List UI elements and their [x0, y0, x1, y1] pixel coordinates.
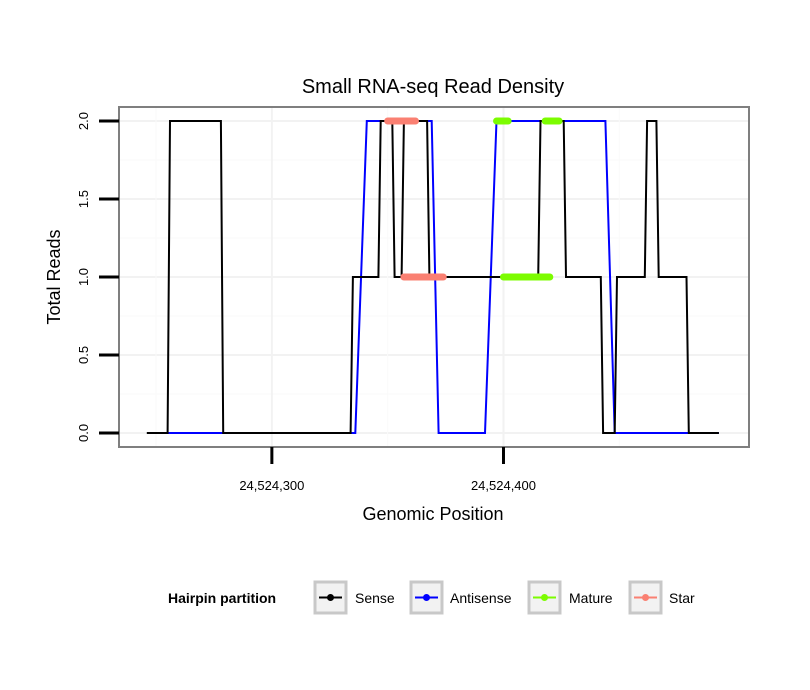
legend-point-star — [642, 594, 649, 601]
y-tick-label-0: 0.0 — [76, 424, 91, 442]
x-axis: 24,524,300 24,524,400 — [239, 447, 536, 493]
x-axis-title: Genomic Position — [362, 504, 503, 524]
legend-point-antisense — [423, 594, 430, 601]
series-sense-line — [146, 120, 719, 434]
legend-label-mature: Mature — [569, 590, 613, 606]
y-tick-label-4: 2.0 — [76, 112, 91, 130]
legend-point-sense — [327, 594, 334, 601]
y-tick-label-3: 1.5 — [76, 190, 91, 208]
legend-point-mature — [541, 594, 548, 601]
y-axis-title: Total Reads — [44, 229, 64, 324]
legend: Hairpin partition Sense Antisense Mature St… — [168, 580, 695, 615]
y-tick-label-1: 0.5 — [76, 346, 91, 364]
legend-title: Hairpin partition — [168, 590, 276, 606]
y-axis: 0.0 0.5 1.0 1.5 2.0 — [76, 112, 119, 442]
legend-label-star: Star — [669, 590, 695, 606]
x-tick-label-0: 24,524,300 — [239, 478, 304, 493]
y-tick-label-2: 1.0 — [76, 268, 91, 286]
legend-label-sense: Sense — [355, 590, 395, 606]
x-tick-label-1: 24,524,400 — [471, 478, 536, 493]
chart-title: Small RNA-seq Read Density — [302, 76, 564, 98]
legend-label-antisense: Antisense — [450, 590, 512, 606]
series-layer — [146, 117, 719, 434]
